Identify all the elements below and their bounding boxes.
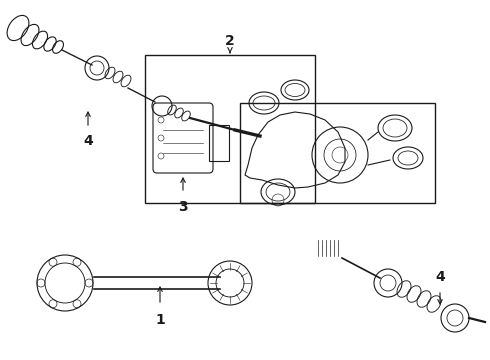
Text: 3: 3: [178, 200, 188, 214]
Text: 1: 1: [155, 313, 165, 327]
Text: 4: 4: [435, 270, 445, 284]
Bar: [209, 125, 229, 161]
Text: 4: 4: [83, 134, 93, 148]
Bar: [145, 55, 315, 203]
Bar: [240, 103, 435, 203]
Text: 2: 2: [225, 34, 235, 48]
